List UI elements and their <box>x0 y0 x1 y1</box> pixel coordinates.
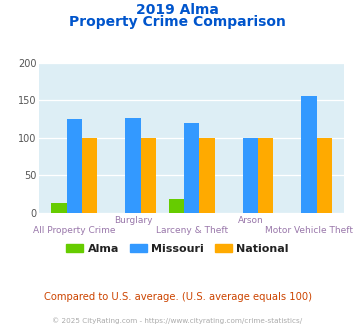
Bar <box>184 123 200 213</box>
Bar <box>200 138 214 213</box>
Text: Motor Vehicle Theft: Motor Vehicle Theft <box>265 226 353 235</box>
Text: Burglary: Burglary <box>114 216 152 225</box>
Legend: Alma, Missouri, National: Alma, Missouri, National <box>62 240 293 258</box>
Bar <box>67 119 82 213</box>
Bar <box>258 138 273 213</box>
Bar <box>317 138 332 213</box>
Bar <box>243 138 258 213</box>
Bar <box>169 199 184 213</box>
Bar <box>51 203 67 213</box>
Text: Property Crime Comparison: Property Crime Comparison <box>69 15 286 29</box>
Text: All Property Crime: All Property Crime <box>33 226 115 235</box>
Text: © 2025 CityRating.com - https://www.cityrating.com/crime-statistics/: © 2025 CityRating.com - https://www.city… <box>53 317 302 324</box>
Text: 2019 Alma: 2019 Alma <box>136 3 219 17</box>
Text: Compared to U.S. average. (U.S. average equals 100): Compared to U.S. average. (U.S. average … <box>44 292 311 302</box>
Bar <box>125 118 141 213</box>
Bar <box>301 96 317 213</box>
Text: Larceny & Theft: Larceny & Theft <box>155 226 228 235</box>
Text: Arson: Arson <box>237 216 263 225</box>
Bar <box>141 138 156 213</box>
Bar <box>82 138 97 213</box>
